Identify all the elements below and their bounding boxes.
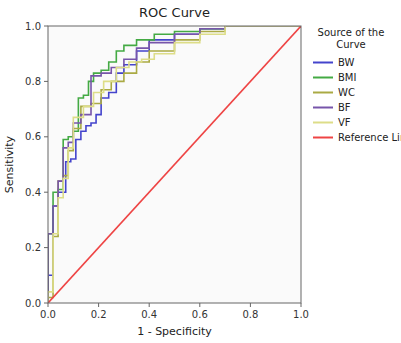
legend-title: Source of theCurve (318, 27, 385, 50)
x-axis-label: 1 - Specificity (137, 325, 212, 338)
y-tick (44, 136, 48, 137)
x-tick-label: 0.2 (91, 309, 107, 320)
y-tick-label: 0.4 (25, 187, 41, 198)
x-tick-label: 0.0 (40, 309, 56, 320)
x-tick (98, 303, 99, 307)
legend-label: WC (338, 87, 355, 98)
legend-title-line: Curve (336, 39, 366, 50)
legend-swatch (313, 62, 333, 64)
y-tick-label: 0.6 (25, 131, 41, 142)
y-tick-label: 0.8 (25, 76, 41, 87)
x-tick (149, 303, 150, 307)
y-tick (44, 192, 48, 193)
x-tick-label: 1.0 (293, 309, 309, 320)
legend: Source of theCurve BW BMI WC BF VF Reference L… (313, 27, 401, 143)
x-tick-label: 0.6 (192, 309, 208, 320)
legend-label: VF (338, 117, 351, 128)
x-tick-label: 0.8 (242, 309, 258, 320)
plot-frame (48, 26, 301, 303)
y-tick (44, 247, 48, 248)
legend-label: BF (338, 102, 351, 113)
chart-title: ROC Curve (139, 5, 210, 20)
series-line (48, 26, 301, 303)
chart-container: ROC Curve0.00.20.40.60.81.00.00.20.40.60… (0, 0, 401, 343)
legend-title-line: Source of the (318, 27, 385, 38)
axes: 0.0 0.2 0.4 0.6 0.8 1.0 0.0 0.2 0.4 0.6 0.8 1.0 (25, 21, 309, 321)
y-tick-label: 1.0 (25, 21, 41, 32)
series-line (48, 26, 301, 303)
x-tick (199, 303, 200, 307)
y-tick-label: 0.0 (25, 298, 41, 309)
legend-swatch (313, 107, 333, 109)
series-line (48, 26, 301, 303)
legend-label: BMI (338, 72, 356, 83)
x-tick (48, 303, 49, 307)
chart-svg: ROC Curve0.00.20.40.60.81.00.00.20.40.60… (0, 0, 401, 343)
legend-swatch (313, 92, 333, 94)
series-line (48, 26, 301, 303)
y-axis-label: Sensitivity (3, 135, 16, 193)
legend-swatch (313, 122, 333, 124)
y-tick (44, 81, 48, 82)
y-tick (44, 26, 48, 27)
legend-label: Reference Line (338, 132, 401, 143)
plot-background (48, 26, 301, 303)
y-tick (44, 303, 48, 304)
x-tick-label: 0.4 (141, 309, 157, 320)
series-lines (48, 26, 301, 303)
y-tick-label: 0.2 (25, 242, 41, 253)
x-tick (250, 303, 251, 307)
x-tick (301, 303, 302, 307)
legend-swatch (313, 77, 333, 79)
legend-label: BW (338, 57, 355, 68)
legend-swatch (313, 137, 333, 139)
series-line (48, 26, 301, 303)
series-line (48, 26, 301, 303)
